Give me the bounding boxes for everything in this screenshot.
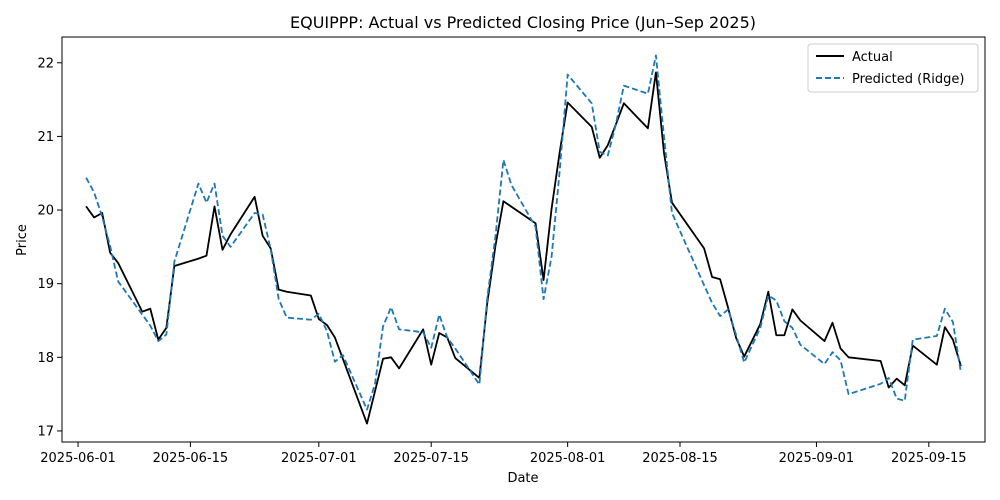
chart-title: EQUIPPP: Actual vs Predicted Closing Pri… bbox=[290, 13, 756, 32]
x-tick-label: 2025-06-01 bbox=[40, 451, 116, 466]
y-tick-label: 17 bbox=[37, 424, 54, 439]
y-axis: 17 18 19 20 21 22 bbox=[37, 56, 62, 439]
y-tick-label: 19 bbox=[37, 277, 54, 292]
legend-label-predicted: Predicted (Ridge) bbox=[852, 72, 964, 87]
series-line-actual bbox=[85, 71, 962, 425]
y-tick-label: 22 bbox=[37, 56, 54, 71]
series-line-predicted bbox=[85, 54, 962, 411]
x-tick-label: 2025-08-01 bbox=[530, 451, 606, 466]
legend: Actual Predicted (Ridge) bbox=[807, 43, 979, 93]
x-tick-label: 2025-08-15 bbox=[642, 451, 718, 466]
x-tick-label: 2025-07-15 bbox=[393, 451, 469, 466]
y-tick-label: 18 bbox=[37, 351, 54, 366]
x-tick-label: 2025-09-01 bbox=[779, 451, 855, 466]
x-tick-label: 2025-09-15 bbox=[891, 451, 967, 466]
x-axis-label: Date bbox=[507, 471, 538, 486]
x-axis: 2025-06-01 2025-06-15 2025-07-01 2025-07-15… bbox=[40, 442, 967, 466]
y-tick-label: 20 bbox=[37, 204, 54, 219]
legend-label-actual: Actual bbox=[852, 50, 893, 65]
x-tick-label: 2025-07-01 bbox=[281, 451, 357, 466]
y-axis-label: Price bbox=[15, 224, 30, 256]
legend-box bbox=[807, 43, 979, 93]
plot-area bbox=[85, 54, 962, 425]
plot-frame bbox=[61, 36, 986, 443]
x-tick-label: 2025-06-15 bbox=[153, 451, 229, 466]
y-tick-label: 21 bbox=[37, 130, 54, 145]
